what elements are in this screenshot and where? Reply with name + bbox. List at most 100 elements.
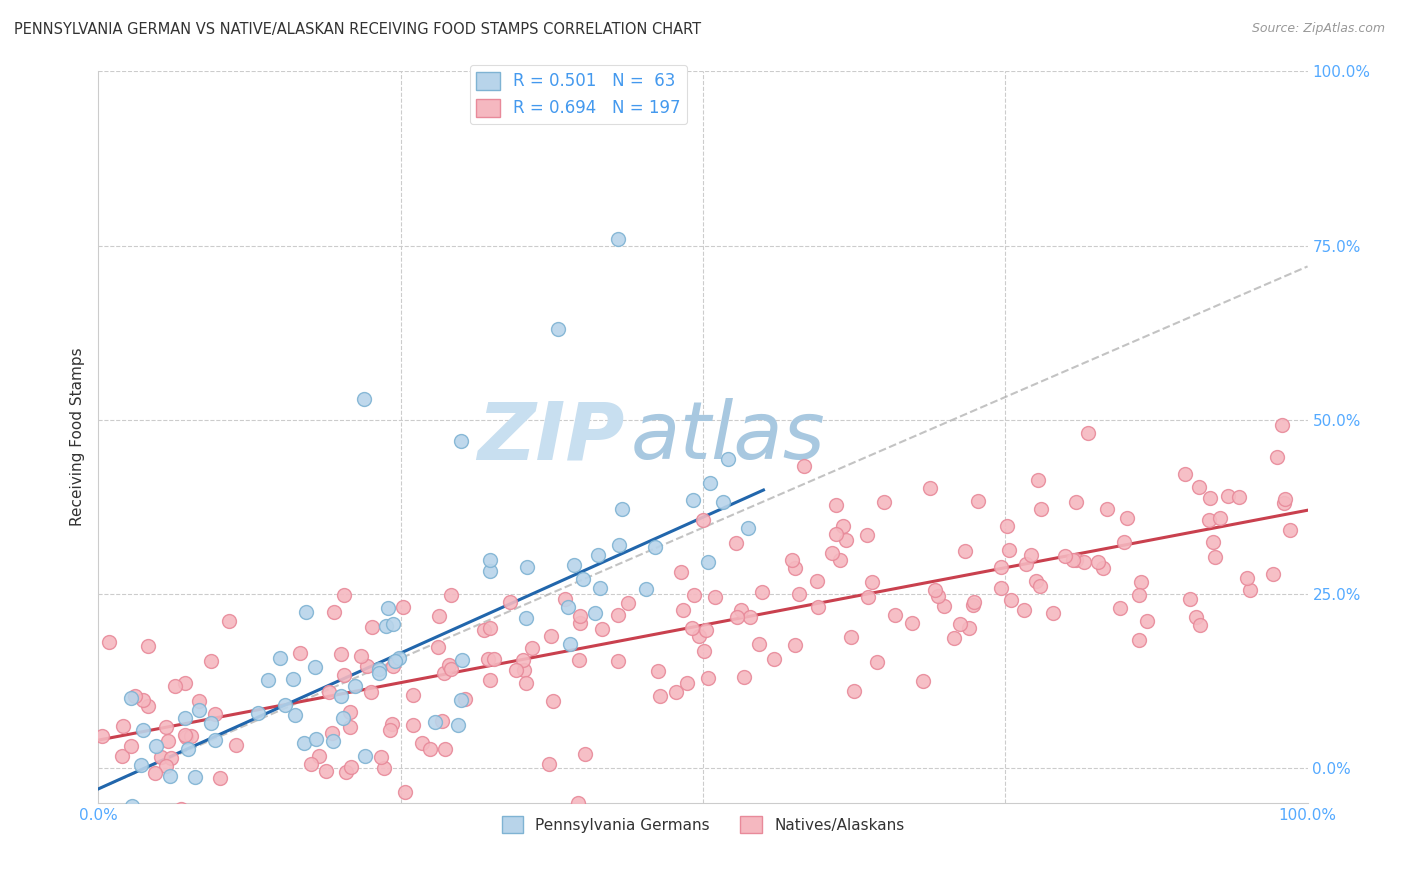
- Point: [747, 637, 769, 651]
- Point: [339, 720, 361, 734]
- Point: [305, 731, 328, 746]
- Point: [1025, 574, 1047, 588]
- Point: [606, 654, 628, 668]
- Point: [1202, 535, 1225, 549]
- Point: [335, 764, 357, 779]
- Point: [180, 729, 202, 743]
- Point: [688, 629, 710, 643]
- Point: [824, 498, 846, 512]
- Point: [856, 590, 879, 604]
- Point: [295, 605, 318, 619]
- Point: [1204, 549, 1226, 564]
- Point: [292, 736, 315, 750]
- Point: [785, 561, 807, 575]
- Point: [704, 590, 727, 604]
- Point: [157, 734, 180, 748]
- Point: [835, 533, 858, 548]
- Point: [332, 711, 354, 725]
- Point: [477, 652, 499, 666]
- Point: [111, 821, 134, 835]
- Point: [1042, 607, 1064, 621]
- Point: [373, 761, 395, 775]
- Point: [1279, 523, 1302, 537]
- Point: [567, 796, 589, 810]
- Point: [163, 679, 186, 693]
- Point: [607, 608, 630, 623]
- Point: [1029, 579, 1052, 593]
- Point: [1198, 491, 1220, 506]
- Point: [957, 621, 980, 635]
- Point: [862, 575, 884, 590]
- Point: [1026, 473, 1049, 487]
- Point: [430, 714, 453, 728]
- Legend: Pennsylvania Germans, Natives/Alaskans: Pennsylvania Germans, Natives/Alaskans: [495, 810, 911, 839]
- Point: [831, 519, 853, 533]
- Point: [478, 564, 501, 578]
- Point: [112, 719, 135, 733]
- Point: [281, 672, 304, 686]
- Point: [204, 706, 226, 721]
- Point: [1188, 617, 1211, 632]
- Point: [136, 639, 159, 653]
- Point: [450, 434, 472, 448]
- Point: [437, 657, 460, 672]
- Point: [911, 674, 934, 689]
- Point: [574, 747, 596, 761]
- Point: [478, 673, 501, 688]
- Point: [681, 621, 703, 635]
- Point: [1180, 591, 1202, 606]
- Point: [129, 758, 152, 772]
- Point: [725, 610, 748, 624]
- Point: [762, 652, 785, 666]
- Point: [160, 751, 183, 765]
- Point: [274, 698, 297, 713]
- Point: [1128, 632, 1150, 647]
- Point: [512, 653, 534, 667]
- Point: [225, 738, 247, 752]
- Point: [472, 624, 495, 638]
- Point: [200, 716, 222, 731]
- Point: [377, 601, 399, 615]
- Point: [733, 670, 755, 684]
- Point: [1130, 574, 1153, 589]
- Point: [998, 542, 1021, 557]
- Point: [124, 689, 146, 703]
- Point: [368, 662, 391, 676]
- Point: [425, 714, 447, 729]
- Point: [208, 771, 231, 785]
- Point: [188, 703, 211, 717]
- Point: [780, 553, 803, 567]
- Point: [682, 588, 704, 602]
- Point: [262, 811, 284, 825]
- Point: [353, 748, 375, 763]
- Point: [560, 637, 582, 651]
- Point: [333, 668, 356, 682]
- Point: [454, 692, 477, 706]
- Point: [1216, 489, 1239, 503]
- Point: [515, 611, 537, 625]
- Point: [990, 559, 1012, 574]
- Point: [634, 582, 657, 596]
- Point: [440, 588, 463, 602]
- Point: [120, 690, 142, 705]
- Point: [427, 609, 450, 624]
- Point: [520, 640, 543, 655]
- Point: [1236, 571, 1258, 585]
- Point: [478, 621, 501, 635]
- Point: [499, 595, 522, 609]
- Point: [402, 689, 425, 703]
- Point: [844, 684, 866, 698]
- Point: [540, 629, 562, 643]
- Point: [339, 760, 361, 774]
- Text: PENNSYLVANIA GERMAN VS NATIVE/ALASKAN RECEIVING FOOD STAMPS CORRELATION CHART: PENNSYLVANIA GERMAN VS NATIVE/ALASKAN RE…: [14, 22, 702, 37]
- Point: [647, 665, 669, 679]
- Point: [583, 606, 606, 620]
- Point: [419, 742, 441, 756]
- Point: [1188, 480, 1211, 494]
- Point: [1185, 610, 1208, 624]
- Point: [830, 552, 852, 566]
- Point: [1114, 535, 1136, 549]
- Point: [697, 555, 720, 569]
- Point: [1029, 501, 1052, 516]
- Point: [1062, 553, 1084, 567]
